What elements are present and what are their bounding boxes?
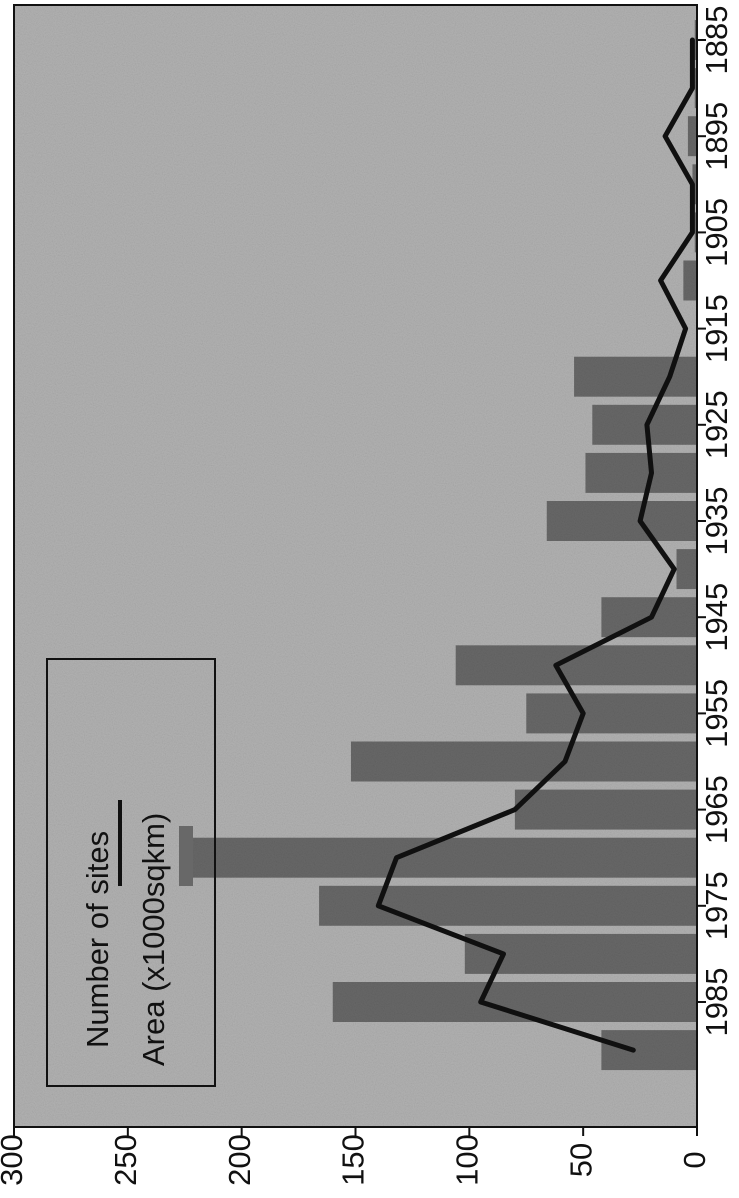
year-tick-label: 1885 — [699, 6, 734, 75]
axis-ticks-group: 0 50 100 150 200 250 300 1885 1895 1905 1915 1925 19… — [0, 6, 734, 1186]
series-line-number-of-sites — [375, 37, 695, 1053]
bar-1930 — [585, 452, 697, 493]
bar-1950 — [455, 645, 697, 686]
year-tick-label: 1935 — [699, 487, 734, 556]
plot-frame — [13, 4, 698, 1128]
legend-box — [46, 658, 216, 1087]
value-tick-label: 250 — [108, 1134, 143, 1186]
bar-1975 — [319, 885, 697, 926]
value-tick-label: 150 — [336, 1134, 371, 1186]
year-tick-label: 1985 — [699, 968, 734, 1037]
bar-1990 — [601, 1030, 697, 1071]
year-tick-label: 1945 — [699, 583, 734, 652]
value-tick-label: 0 — [677, 1151, 712, 1168]
bar-1955 — [526, 693, 697, 734]
bar-1890 — [694, 68, 697, 109]
legend: Number of sites Area (x1000sqkm) — [46, 658, 216, 1087]
bar-1910 — [683, 260, 697, 301]
bar-1895 — [687, 116, 697, 157]
bar-1905 — [694, 212, 697, 253]
bar-1935 — [546, 501, 697, 541]
year-tick-label: 1975 — [699, 871, 734, 940]
bar-1985 — [332, 982, 697, 1022]
value-tick-label: 200 — [222, 1134, 257, 1186]
bar-1885 — [694, 20, 697, 60]
year-tick-label: 1895 — [699, 102, 734, 171]
bars-group — [180, 20, 698, 1071]
year-tick-label: 1965 — [699, 775, 734, 844]
value-tick-label: 50 — [563, 1143, 598, 1177]
bar-1940 — [676, 549, 697, 590]
value-tick-label: 100 — [450, 1134, 485, 1186]
value-tick-label: 300 — [0, 1134, 29, 1186]
year-tick-label: 1925 — [699, 390, 734, 459]
bar-1970 — [180, 837, 698, 878]
legend-label-area: Area (x1000sqkm) — [136, 813, 171, 1066]
bar-1960 — [350, 741, 697, 782]
year-tick-label: 1955 — [699, 679, 734, 748]
year-tick-label: 1915 — [699, 294, 734, 363]
legend-swatch-bar — [179, 826, 193, 886]
bar-1920 — [574, 356, 697, 397]
year-tick-label: 1905 — [699, 198, 734, 267]
bar-1965 — [514, 789, 697, 830]
legend-label-number-of-sites: Number of sites — [80, 831, 115, 1048]
